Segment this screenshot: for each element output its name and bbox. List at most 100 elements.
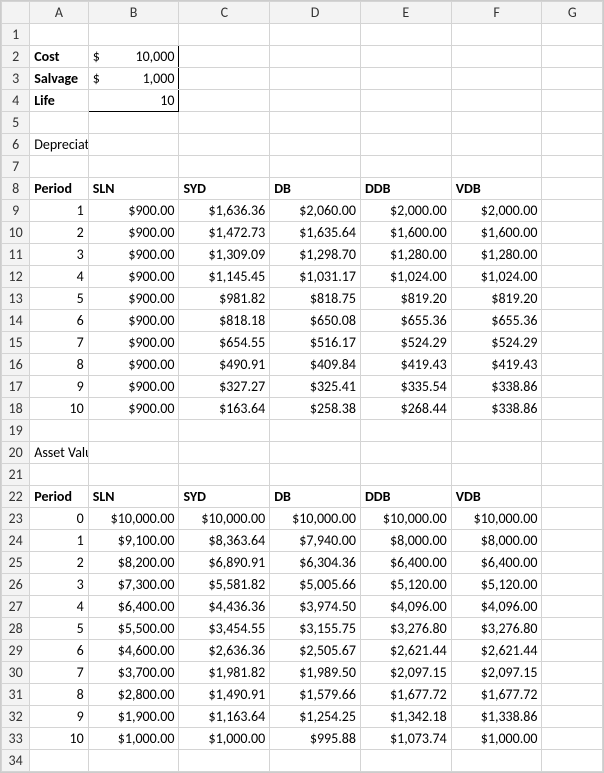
cell[interactable] bbox=[30, 420, 88, 442]
salvage-value[interactable]: $1,000 bbox=[88, 68, 179, 90]
cell[interactable] bbox=[30, 156, 88, 178]
dep-db[interactable]: $2,060.00 bbox=[270, 200, 361, 222]
asset-period[interactable]: 4 bbox=[30, 596, 88, 618]
row-header-18[interactable]: 18 bbox=[2, 398, 30, 420]
dep-syd[interactable]: $490.91 bbox=[179, 354, 270, 376]
asset-period[interactable]: 9 bbox=[30, 706, 88, 728]
asset-ddb[interactable]: $2,621.44 bbox=[360, 640, 451, 662]
cell[interactable] bbox=[542, 486, 603, 508]
dep-ddb[interactable]: $1,024.00 bbox=[360, 266, 451, 288]
cell[interactable] bbox=[542, 684, 603, 706]
cell[interactable] bbox=[542, 508, 603, 530]
dep-ddb[interactable]: $335.54 bbox=[360, 376, 451, 398]
cell[interactable] bbox=[270, 750, 361, 772]
row-header-33[interactable]: 33 bbox=[2, 728, 30, 750]
asset-sln[interactable]: $1,000.00 bbox=[88, 728, 179, 750]
col-header-G[interactable]: G bbox=[542, 2, 603, 24]
salvage-label[interactable]: Salvage bbox=[30, 68, 88, 90]
cell[interactable] bbox=[88, 464, 179, 486]
asset-db[interactable]: $2,505.67 bbox=[270, 640, 361, 662]
row-header-27[interactable]: 27 bbox=[2, 596, 30, 618]
cell[interactable] bbox=[360, 464, 451, 486]
asset-vdb[interactable]: $1,000.00 bbox=[451, 728, 542, 750]
asset-ddb[interactable]: $8,000.00 bbox=[360, 530, 451, 552]
cell[interactable] bbox=[270, 112, 361, 134]
dep-syd[interactable]: $654.55 bbox=[179, 332, 270, 354]
row-header-32[interactable]: 32 bbox=[2, 706, 30, 728]
row-header-22[interactable]: 22 bbox=[2, 486, 30, 508]
cell[interactable] bbox=[179, 442, 270, 464]
row-header-11[interactable]: 11 bbox=[2, 244, 30, 266]
asset-vdb[interactable]: $1,338.86 bbox=[451, 706, 542, 728]
cell[interactable] bbox=[451, 156, 542, 178]
row-header-30[interactable]: 30 bbox=[2, 662, 30, 684]
dep-sln[interactable]: $900.00 bbox=[88, 266, 179, 288]
asset-period[interactable]: 6 bbox=[30, 640, 88, 662]
asset-db[interactable]: $995.88 bbox=[270, 728, 361, 750]
dep-sln[interactable]: $900.00 bbox=[88, 376, 179, 398]
dep-sln[interactable]: $900.00 bbox=[88, 310, 179, 332]
dep-syd[interactable]: $818.18 bbox=[179, 310, 270, 332]
dep-db[interactable]: $1,031.17 bbox=[270, 266, 361, 288]
dep-syd[interactable]: $1,636.36 bbox=[179, 200, 270, 222]
asset-vdb[interactable]: $10,000.00 bbox=[451, 508, 542, 530]
cell[interactable] bbox=[179, 46, 270, 68]
asset-sln[interactable]: $7,300.00 bbox=[88, 574, 179, 596]
hdr-sln[interactable]: SLN bbox=[88, 178, 179, 200]
dep-syd[interactable]: $1,309.09 bbox=[179, 244, 270, 266]
cell[interactable] bbox=[360, 750, 451, 772]
row-header-23[interactable]: 23 bbox=[2, 508, 30, 530]
asset-ddb[interactable]: $3,276.80 bbox=[360, 618, 451, 640]
asset-vdb[interactable]: $2,621.44 bbox=[451, 640, 542, 662]
dep-period[interactable]: 2 bbox=[30, 222, 88, 244]
hdr-ddb[interactable]: DDB bbox=[360, 178, 451, 200]
cell[interactable] bbox=[542, 706, 603, 728]
row-header-9[interactable]: 9 bbox=[2, 200, 30, 222]
row-header-3[interactable]: 3 bbox=[2, 68, 30, 90]
asset-sln[interactable]: $1,900.00 bbox=[88, 706, 179, 728]
asset-sln[interactable]: $3,700.00 bbox=[88, 662, 179, 684]
cell[interactable] bbox=[30, 464, 88, 486]
asset-vdb[interactable]: $8,000.00 bbox=[451, 530, 542, 552]
row-header-7[interactable]: 7 bbox=[2, 156, 30, 178]
cell[interactable] bbox=[542, 156, 603, 178]
cell[interactable] bbox=[451, 420, 542, 442]
dep-ddb[interactable]: $268.44 bbox=[360, 398, 451, 420]
dep-ddb[interactable]: $1,280.00 bbox=[360, 244, 451, 266]
row-header-12[interactable]: 12 bbox=[2, 266, 30, 288]
asset-sln[interactable]: $2,800.00 bbox=[88, 684, 179, 706]
col-header-A[interactable]: A bbox=[30, 2, 88, 24]
cell[interactable] bbox=[542, 420, 603, 442]
asset-ddb[interactable]: $5,120.00 bbox=[360, 574, 451, 596]
row-header-24[interactable]: 24 bbox=[2, 530, 30, 552]
cell[interactable] bbox=[270, 134, 361, 156]
asset-db[interactable]: $3,974.50 bbox=[270, 596, 361, 618]
asset-db[interactable]: $1,579.66 bbox=[270, 684, 361, 706]
asset-db[interactable]: $1,254.25 bbox=[270, 706, 361, 728]
asset-syd[interactable]: $3,454.55 bbox=[179, 618, 270, 640]
row-header-20[interactable]: 20 bbox=[2, 442, 30, 464]
cell[interactable] bbox=[542, 244, 603, 266]
cell[interactable] bbox=[451, 24, 542, 46]
dep-period[interactable]: 9 bbox=[30, 376, 88, 398]
asset-sln[interactable]: $6,400.00 bbox=[88, 596, 179, 618]
asset-period[interactable]: 10 bbox=[30, 728, 88, 750]
row-header-1[interactable]: 1 bbox=[2, 24, 30, 46]
cell[interactable] bbox=[542, 750, 603, 772]
hdr-db[interactable]: DB bbox=[270, 486, 361, 508]
asset-ddb[interactable]: $1,073.74 bbox=[360, 728, 451, 750]
asset-sln[interactable]: $5,500.00 bbox=[88, 618, 179, 640]
asset-ddb[interactable]: $4,096.00 bbox=[360, 596, 451, 618]
cell[interactable] bbox=[88, 156, 179, 178]
dep-syd[interactable]: $1,145.45 bbox=[179, 266, 270, 288]
row-header-10[interactable]: 10 bbox=[2, 222, 30, 244]
asset-sln[interactable]: $10,000.00 bbox=[88, 508, 179, 530]
cell[interactable] bbox=[542, 24, 603, 46]
cell[interactable] bbox=[451, 134, 542, 156]
hdr-syd[interactable]: SYD bbox=[179, 178, 270, 200]
cell[interactable] bbox=[270, 420, 361, 442]
dep-sln[interactable]: $900.00 bbox=[88, 288, 179, 310]
row-header-6[interactable]: 6 bbox=[2, 134, 30, 156]
dep-sln[interactable]: $900.00 bbox=[88, 222, 179, 244]
asset-db[interactable]: $1,989.50 bbox=[270, 662, 361, 684]
